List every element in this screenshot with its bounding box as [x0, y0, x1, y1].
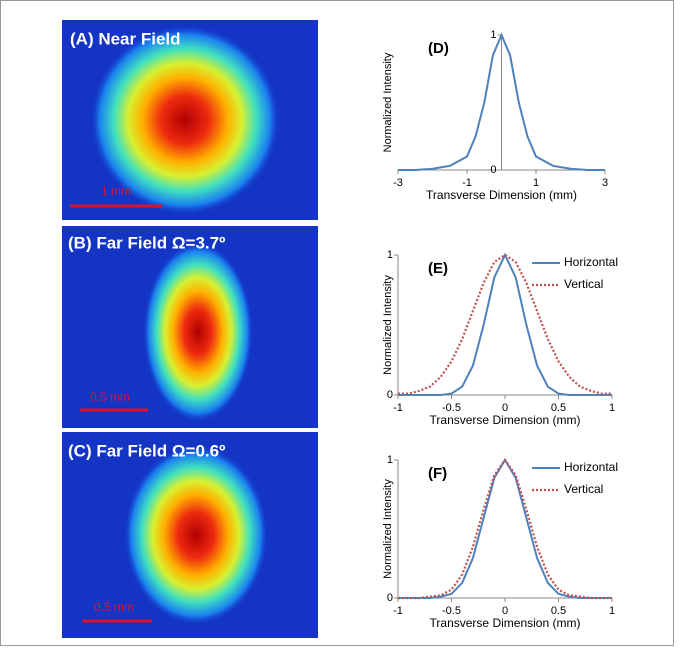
x-tick-label: -1: [393, 402, 403, 414]
x-axis-label: Transverse Dimension (mm): [430, 616, 581, 630]
x-tick-label: 0.5: [551, 605, 566, 617]
beam-spot: [143, 242, 253, 422]
data-line: [398, 253, 612, 395]
chart-label: (E): [428, 260, 448, 277]
legend-label: Vertical: [564, 482, 603, 496]
y-axis-label: Normalized Intensity: [382, 479, 394, 579]
chart-label: (D): [428, 40, 449, 57]
beam-spot: [124, 445, 268, 625]
x-tick-label: -0.5: [442, 605, 461, 617]
chart-label: (F): [428, 465, 447, 482]
x-axis-label: Transverse Dimension (mm): [426, 188, 577, 202]
legend-label: Horizontal: [564, 460, 618, 474]
data-line: [398, 252, 612, 396]
legend-label: Vertical: [564, 277, 603, 291]
y-axis-label: Normalized Intensity: [382, 52, 394, 152]
data-line: [398, 458, 612, 600]
beam-spot: [90, 25, 280, 215]
scale-bar-label: 0.5 mm: [90, 390, 130, 404]
x-axis-label: Transverse Dimension (mm): [430, 413, 581, 427]
scale-bar-label: 0.5 mm: [94, 600, 134, 614]
panel-label: (A) Near Field: [70, 29, 181, 48]
chart: -1 -0.5 0 0.5 1 0 1 Transverse Dimension (mm) No…: [382, 249, 618, 427]
panel-label: (B) Far Field Ω=3.7º: [68, 233, 225, 252]
x-tick-label: -0.5: [442, 402, 461, 414]
x-tick-label: 0.5: [551, 402, 566, 414]
scale-bar-label: 1 mm: [101, 184, 131, 198]
panel-a: (A) Near Field 1 mm: [62, 20, 318, 220]
x-tick-label: 1: [609, 402, 615, 414]
panel-c: (C) Far Field Ω=0.6º 0.5 mm: [62, 432, 318, 638]
chart: -1 -0.5 0 0.5 1 0 1 Transverse Dimension (mm) No…: [382, 454, 618, 630]
y-tick-label: 1: [387, 249, 393, 261]
x-tick-label: 1: [533, 177, 539, 189]
y-tick-label: 0: [387, 592, 393, 604]
x-tick-label: 3: [602, 177, 608, 189]
y-tick-label: 0: [490, 164, 496, 176]
legend-label: Horizontal: [564, 255, 618, 269]
panel-b: (B) Far Field Ω=3.7º 0.5 mm: [62, 226, 318, 428]
x-tick-label: 0: [502, 605, 508, 617]
x-tick-label: -1: [393, 605, 403, 617]
x-tick-label: 0: [502, 402, 508, 414]
panel-label: (C) Far Field Ω=0.6º: [68, 441, 225, 460]
x-tick-label: -1: [462, 177, 472, 189]
data-line: [398, 32, 605, 171]
y-tick-label: 0: [387, 389, 393, 401]
y-tick-label: 1: [387, 454, 393, 466]
x-tick-label: -3: [393, 177, 403, 189]
y-tick-label: 1: [490, 29, 496, 41]
x-tick-label: 1: [609, 605, 615, 617]
y-axis-label: Normalized Intensity: [382, 275, 394, 375]
